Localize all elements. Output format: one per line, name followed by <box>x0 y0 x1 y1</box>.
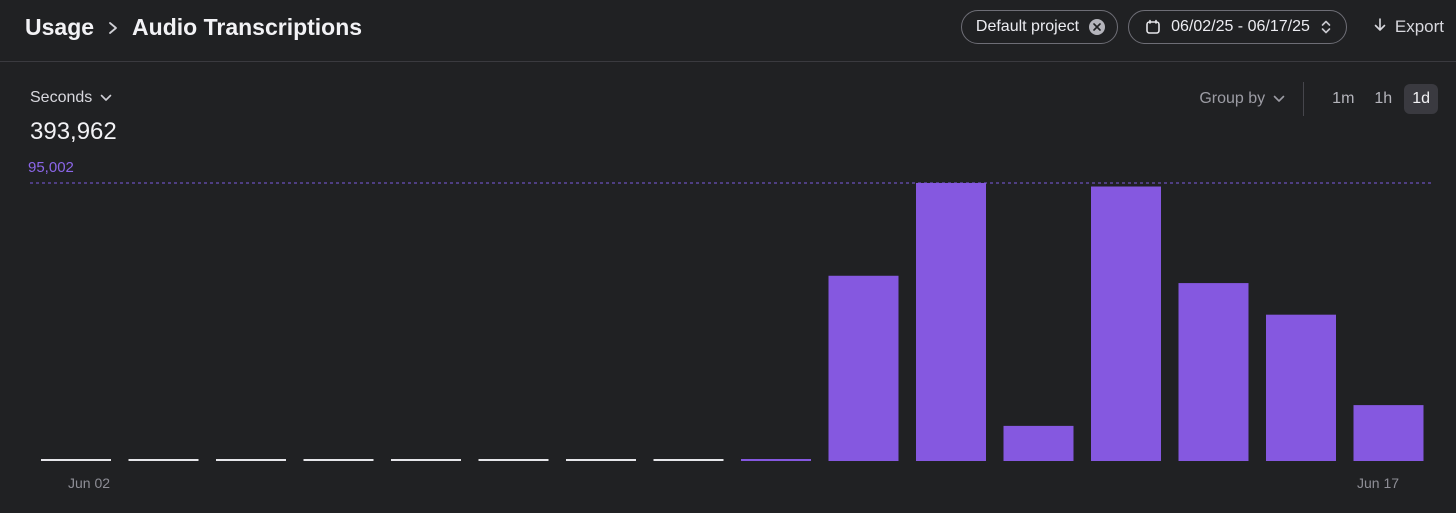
bar-jun-14[interactable] <box>1091 186 1161 461</box>
header-filters: Default project 06/02/25 - 06/17/25 Expo <box>960 10 1444 44</box>
sort-arrows-icon <box>1320 19 1332 35</box>
bar-jun-13[interactable] <box>1003 425 1074 461</box>
bar-jun-12[interactable] <box>916 183 986 461</box>
chevron-right-icon <box>106 21 120 35</box>
breadcrumb-usage[interactable]: Usage <box>25 14 95 40</box>
project-filter[interactable]: Default project <box>960 10 1119 44</box>
project-filter-label: Default project <box>975 18 1080 35</box>
export-label: Export <box>1394 17 1444 36</box>
breadcrumb-current: Audio Transcriptions <box>132 14 363 40</box>
bar-jun-02[interactable] <box>41 459 111 461</box>
bar-jun-05[interactable] <box>303 459 374 461</box>
breadcrumb: Usage Audio Transcriptions <box>25 14 362 41</box>
bar-jun-04[interactable] <box>216 459 286 461</box>
divider <box>1303 82 1305 116</box>
granularity-1h[interactable]: 1h <box>1374 90 1393 107</box>
chart-controls: Group by 1m 1h 1d <box>1199 82 1438 116</box>
metric-total: 393,962 <box>30 118 117 145</box>
bar-jun-06[interactable] <box>391 459 461 461</box>
chevron-down-icon <box>100 89 112 107</box>
bar-jun-10[interactable] <box>741 459 811 461</box>
bar-jun-11[interactable] <box>828 275 899 461</box>
date-range-picker[interactable]: 06/02/25 - 06/17/25 <box>1128 10 1347 44</box>
calendar-icon <box>1145 19 1161 35</box>
group-by-dropdown[interactable]: Group by <box>1199 90 1285 108</box>
bar-jun-15[interactable] <box>1178 283 1249 461</box>
group-by-label: Group by <box>1199 90 1266 107</box>
granularity-1d[interactable]: 1d <box>1404 84 1438 114</box>
chart-max-label: 95,002 <box>28 159 74 176</box>
download-arrow-icon <box>1373 17 1387 38</box>
bar-jun-17[interactable] <box>1353 405 1424 461</box>
chevron-down-icon <box>1273 90 1285 108</box>
bar-jun-07[interactable] <box>478 459 549 461</box>
metric-dropdown[interactable]: Seconds <box>30 89 112 107</box>
header: Usage Audio Transcriptions Default proje… <box>0 0 1456 62</box>
metric-label: Seconds <box>30 89 93 106</box>
clear-icon[interactable] <box>1089 19 1106 35</box>
bar-jun-16[interactable] <box>1266 314 1336 461</box>
bar-jun-08[interactable] <box>566 459 636 461</box>
date-range-label: 06/02/25 - 06/17/25 <box>1171 18 1310 35</box>
x-tick-label-end: Jun 17 <box>1357 475 1400 491</box>
x-tick-label-start: Jun 02 <box>68 475 111 491</box>
export-button[interactable]: Export <box>1373 17 1444 38</box>
bar-jun-03[interactable] <box>128 459 199 461</box>
granularity-1m[interactable]: 1m <box>1332 90 1355 107</box>
bar-jun-09[interactable] <box>653 459 724 461</box>
